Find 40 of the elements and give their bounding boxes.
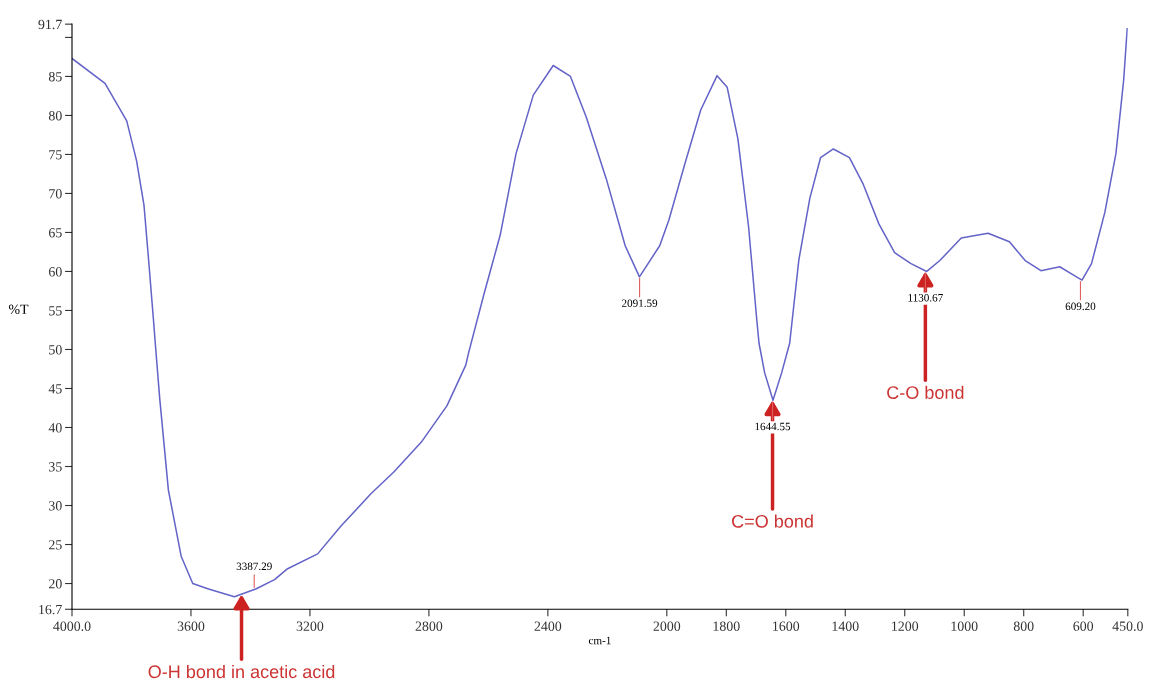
annotation: C=O bond bbox=[732, 514, 813, 528]
x-tick-label: 3200 bbox=[296, 621, 324, 631]
x-tick-label: 2400 bbox=[534, 621, 562, 631]
annotation: C-O bond bbox=[887, 385, 964, 399]
x-tick-label: 1600 bbox=[773, 621, 800, 631]
y-tick-label: 75 bbox=[49, 150, 62, 160]
x-axis-title: cm-1 bbox=[588, 636, 611, 645]
y-tick-label: 70 bbox=[49, 189, 62, 199]
annotation: 1130.67 bbox=[908, 294, 943, 302]
x-tick-label: 1800 bbox=[713, 621, 740, 631]
y-tick-label: 30 bbox=[49, 501, 62, 511]
y-tick-label: 40 bbox=[48, 423, 62, 433]
x-tick-label: 4000.0 bbox=[53, 621, 91, 631]
y-tick-label: 25 bbox=[49, 540, 62, 550]
annotation: 3387.29 bbox=[236, 562, 272, 571]
y-axis-title: %T bbox=[8, 304, 29, 314]
x-tick-label: 600 bbox=[1073, 621, 1094, 631]
y-tick-label: 55 bbox=[49, 306, 62, 316]
x-tick-label: 1400 bbox=[832, 621, 859, 631]
annotation: 1644.55 bbox=[755, 422, 791, 431]
y-tick-label: 80 bbox=[48, 111, 62, 121]
y-tick-label: 85 bbox=[48, 72, 62, 82]
annotation: 2091.59 bbox=[622, 299, 658, 308]
y-tick-label: 16.7 bbox=[39, 604, 62, 615]
y-tick-label: 60 bbox=[48, 267, 62, 277]
y-tick-label: 65 bbox=[48, 228, 62, 238]
y-tick-label: 91.7 bbox=[38, 19, 62, 30]
x-tick-label: 2000 bbox=[653, 621, 681, 631]
x-tick-label: 1200 bbox=[892, 621, 919, 631]
x-tick-label: 2800 bbox=[415, 621, 443, 631]
x-tick-label: 3600 bbox=[177, 621, 205, 631]
x-tick-label: 450.0 bbox=[1112, 621, 1143, 631]
y-tick-label: 45 bbox=[48, 384, 62, 394]
y-tick-label: 20 bbox=[49, 579, 62, 589]
y-tick-label: 50 bbox=[49, 345, 62, 355]
y-tick-label: 35 bbox=[49, 462, 62, 472]
annotation: O-H bond in acetic acid bbox=[148, 664, 335, 679]
x-tick-label: 800 bbox=[1013, 621, 1034, 631]
annotation: 609.20 bbox=[1065, 302, 1096, 311]
x-tick-label: 1000 bbox=[951, 621, 978, 631]
